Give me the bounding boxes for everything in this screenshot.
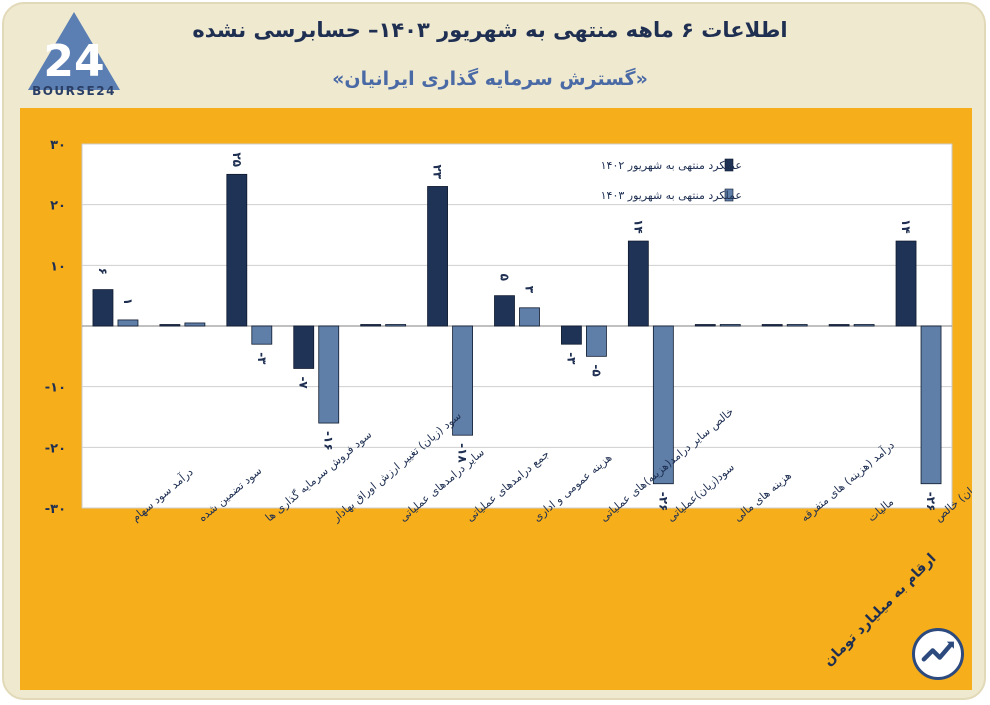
- data-label: ۲۳: [431, 164, 445, 179]
- bar: [786, 324, 808, 327]
- data-label: ۱: [121, 298, 135, 305]
- data-label: ۵: [498, 274, 512, 281]
- bar: [586, 325, 607, 357]
- bar: [719, 324, 741, 327]
- y-tick-label: -۱۰: [45, 381, 66, 396]
- bar: [360, 324, 382, 327]
- svg-text:24: 24: [43, 36, 104, 87]
- page-title: اطلاعات ۶ ماهه منتهی به شهریور ۱۴۰۳– حسا…: [192, 18, 788, 42]
- bar: [828, 324, 850, 327]
- bar: [251, 325, 273, 345]
- data-label: ۲۵: [230, 152, 244, 167]
- bar: [92, 289, 114, 327]
- y-tick-label: ۲۰: [50, 199, 66, 214]
- bar: [293, 325, 315, 369]
- chart-panel: ۳۰ ۲۰ ۱۰ -۱۰ -۲۰ -۳۰ ۶ ۲۵ -۷ ۲۳ ۵ -۳ ۱۴ ۱۴ ۱ -۳ -۱۶ -۱۸ ۳ -…: [20, 108, 972, 690]
- data-label: -۱۶: [322, 431, 336, 451]
- bar: [694, 324, 716, 327]
- y-tick-label: -۳۰: [45, 502, 66, 517]
- bar: [184, 322, 206, 327]
- y-tick-label: ۱۰: [50, 259, 66, 274]
- data-label: ۱۴: [899, 219, 913, 234]
- data-label: -۲۶: [924, 492, 938, 512]
- legend-label: عملکرد منتهی به شهریور ۱۴۰۲: [601, 159, 742, 172]
- data-label: ۱۴: [631, 219, 645, 234]
- bar: [318, 325, 340, 424]
- bar: [853, 324, 875, 327]
- page-subtitle: «گسترش سرمایه گذاری ایرانیان»: [332, 68, 648, 90]
- bar: [117, 319, 139, 327]
- legend-swatch: [724, 188, 734, 202]
- bar: [627, 240, 649, 327]
- bar: [519, 307, 540, 327]
- data-label: -۲۶: [656, 492, 670, 512]
- bourse24-logo: 24: [28, 12, 120, 90]
- data-label: ۳: [523, 286, 537, 294]
- y-tick-label: ۳۰: [50, 138, 66, 153]
- data-label: -۳: [564, 352, 578, 365]
- bar: [652, 325, 674, 485]
- bar: [561, 325, 582, 345]
- bar: [226, 173, 248, 327]
- bar: [385, 324, 407, 327]
- data-label: -۷: [297, 376, 311, 389]
- bar: [159, 324, 181, 327]
- y-tick-label: -۲۰: [45, 441, 66, 456]
- bar: [761, 324, 783, 327]
- data-label: -۱۸: [456, 443, 470, 463]
- logo-text: BOURSE24: [32, 84, 116, 98]
- bar: [452, 325, 473, 436]
- bar: [427, 186, 448, 327]
- bar: [494, 295, 515, 327]
- data-label: ۶: [96, 268, 110, 275]
- bar: [895, 240, 917, 327]
- legend-swatch: [724, 158, 734, 172]
- data-label: -۵: [589, 364, 603, 376]
- bar-chart: ۳۰ ۲۰ ۱۰ -۱۰ -۲۰ -۳۰ ۶ ۲۵ -۷ ۲۳ ۵ -۳ ۱۴ ۱۴ ۱ -۳ -۱۶ -۱۸ ۳ -…: [45, 138, 972, 525]
- trend-icon: [912, 628, 964, 680]
- legend-label: عملکرد منتهی به شهریور ۱۴۰۳: [601, 189, 742, 202]
- bar: [920, 325, 942, 485]
- data-label: -۳: [255, 352, 269, 365]
